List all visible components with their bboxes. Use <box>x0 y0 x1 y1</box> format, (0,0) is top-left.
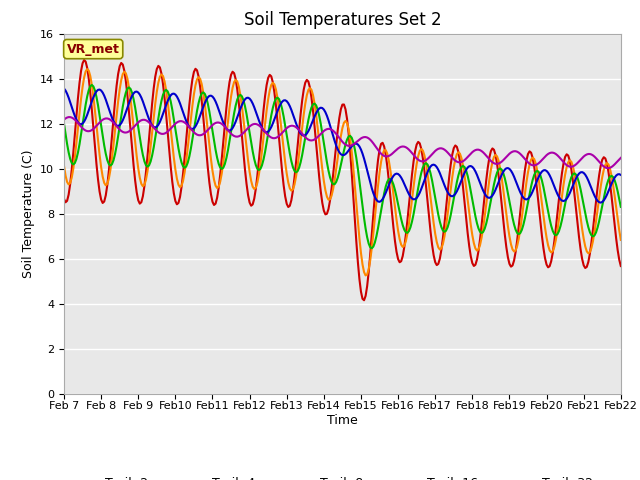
Tsoil -32cm <box>397 144 405 150</box>
Tsoil -4cm <box>412 172 419 178</box>
Tsoil -8cm <box>76 142 83 147</box>
Tsoil -8cm <box>399 222 406 228</box>
Tsoil -2cm <box>399 253 406 259</box>
Tsoil -2cm <box>552 225 559 231</box>
Tsoil -32cm <box>410 152 417 158</box>
Tsoil -16cm <box>549 180 557 185</box>
Line: Tsoil -2cm: Tsoil -2cm <box>64 60 621 300</box>
Tsoil -32cm <box>60 117 68 122</box>
Tsoil -32cm <box>550 150 558 156</box>
Title: Soil Temperatures Set 2: Soil Temperatures Set 2 <box>244 11 441 29</box>
Tsoil -8cm <box>368 245 376 251</box>
Tsoil -2cm <box>380 144 388 149</box>
Tsoil -2cm <box>412 148 419 154</box>
Line: Tsoil -8cm: Tsoil -8cm <box>64 85 621 248</box>
Tsoil -8cm <box>552 232 559 238</box>
Line: Tsoil -16cm: Tsoil -16cm <box>64 88 621 203</box>
Tsoil -2cm <box>76 80 83 86</box>
Legend: Tsoil -2cm, Tsoil -4cm, Tsoil -8cm, Tsoil -16cm, Tsoil -32cm: Tsoil -2cm, Tsoil -4cm, Tsoil -8cm, Tsoi… <box>68 472 617 480</box>
Tsoil -16cm <box>396 172 403 178</box>
Tsoil -16cm <box>597 200 605 205</box>
Line: Tsoil -4cm: Tsoil -4cm <box>64 69 621 276</box>
Tsoil -32cm <box>77 124 85 130</box>
Tsoil -32cm <box>605 165 612 171</box>
Tsoil -8cm <box>60 121 68 127</box>
X-axis label: Time: Time <box>327 414 358 427</box>
Y-axis label: Soil Temperature (C): Soil Temperature (C) <box>22 149 35 278</box>
Tsoil -2cm <box>80 57 88 63</box>
Tsoil -16cm <box>408 195 416 201</box>
Text: VR_met: VR_met <box>67 43 120 56</box>
Tsoil -32cm <box>165 127 173 133</box>
Tsoil -32cm <box>617 155 625 161</box>
Tsoil -4cm <box>83 66 91 72</box>
Line: Tsoil -32cm: Tsoil -32cm <box>64 117 621 168</box>
Tsoil -4cm <box>617 237 625 243</box>
Tsoil -32cm <box>379 152 387 158</box>
Tsoil -2cm <box>617 263 625 269</box>
Tsoil -8cm <box>617 204 625 210</box>
Tsoil -4cm <box>399 244 406 250</box>
Tsoil -16cm <box>164 98 172 104</box>
Tsoil -4cm <box>165 112 173 118</box>
Tsoil -2cm <box>360 298 368 303</box>
Tsoil -16cm <box>60 85 68 91</box>
Tsoil -2cm <box>60 196 68 202</box>
Tsoil -8cm <box>412 203 419 209</box>
Tsoil -16cm <box>377 198 385 204</box>
Tsoil -4cm <box>380 147 388 153</box>
Tsoil -16cm <box>76 121 83 127</box>
Tsoil -4cm <box>362 273 369 278</box>
Tsoil -32cm <box>65 114 72 120</box>
Tsoil -2cm <box>165 147 173 153</box>
Tsoil -8cm <box>165 93 173 98</box>
Tsoil -8cm <box>380 191 388 196</box>
Tsoil -8cm <box>88 82 96 88</box>
Tsoil -4cm <box>552 237 559 243</box>
Tsoil -16cm <box>617 172 625 178</box>
Tsoil -4cm <box>76 110 83 116</box>
Tsoil -4cm <box>60 163 68 169</box>
